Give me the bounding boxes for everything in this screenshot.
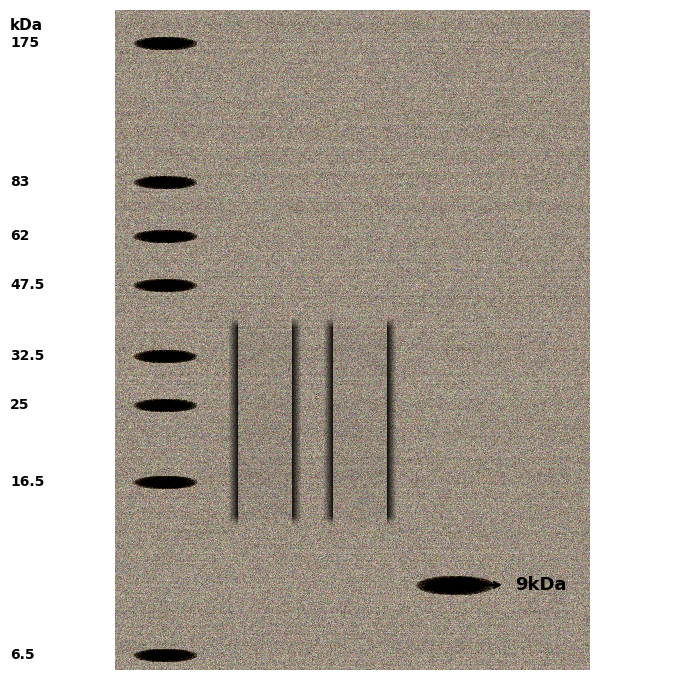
Text: 47.5: 47.5 xyxy=(10,278,44,292)
Text: 25: 25 xyxy=(10,398,30,412)
Text: 9kDa: 9kDa xyxy=(515,576,567,594)
Text: 16.5: 16.5 xyxy=(10,475,44,489)
Text: 62: 62 xyxy=(10,229,29,243)
Text: 83: 83 xyxy=(10,175,29,189)
Text: 175: 175 xyxy=(10,36,39,50)
Text: 6.5: 6.5 xyxy=(10,648,35,662)
Text: kDa: kDa xyxy=(10,18,43,33)
Text: 32.5: 32.5 xyxy=(10,349,44,363)
